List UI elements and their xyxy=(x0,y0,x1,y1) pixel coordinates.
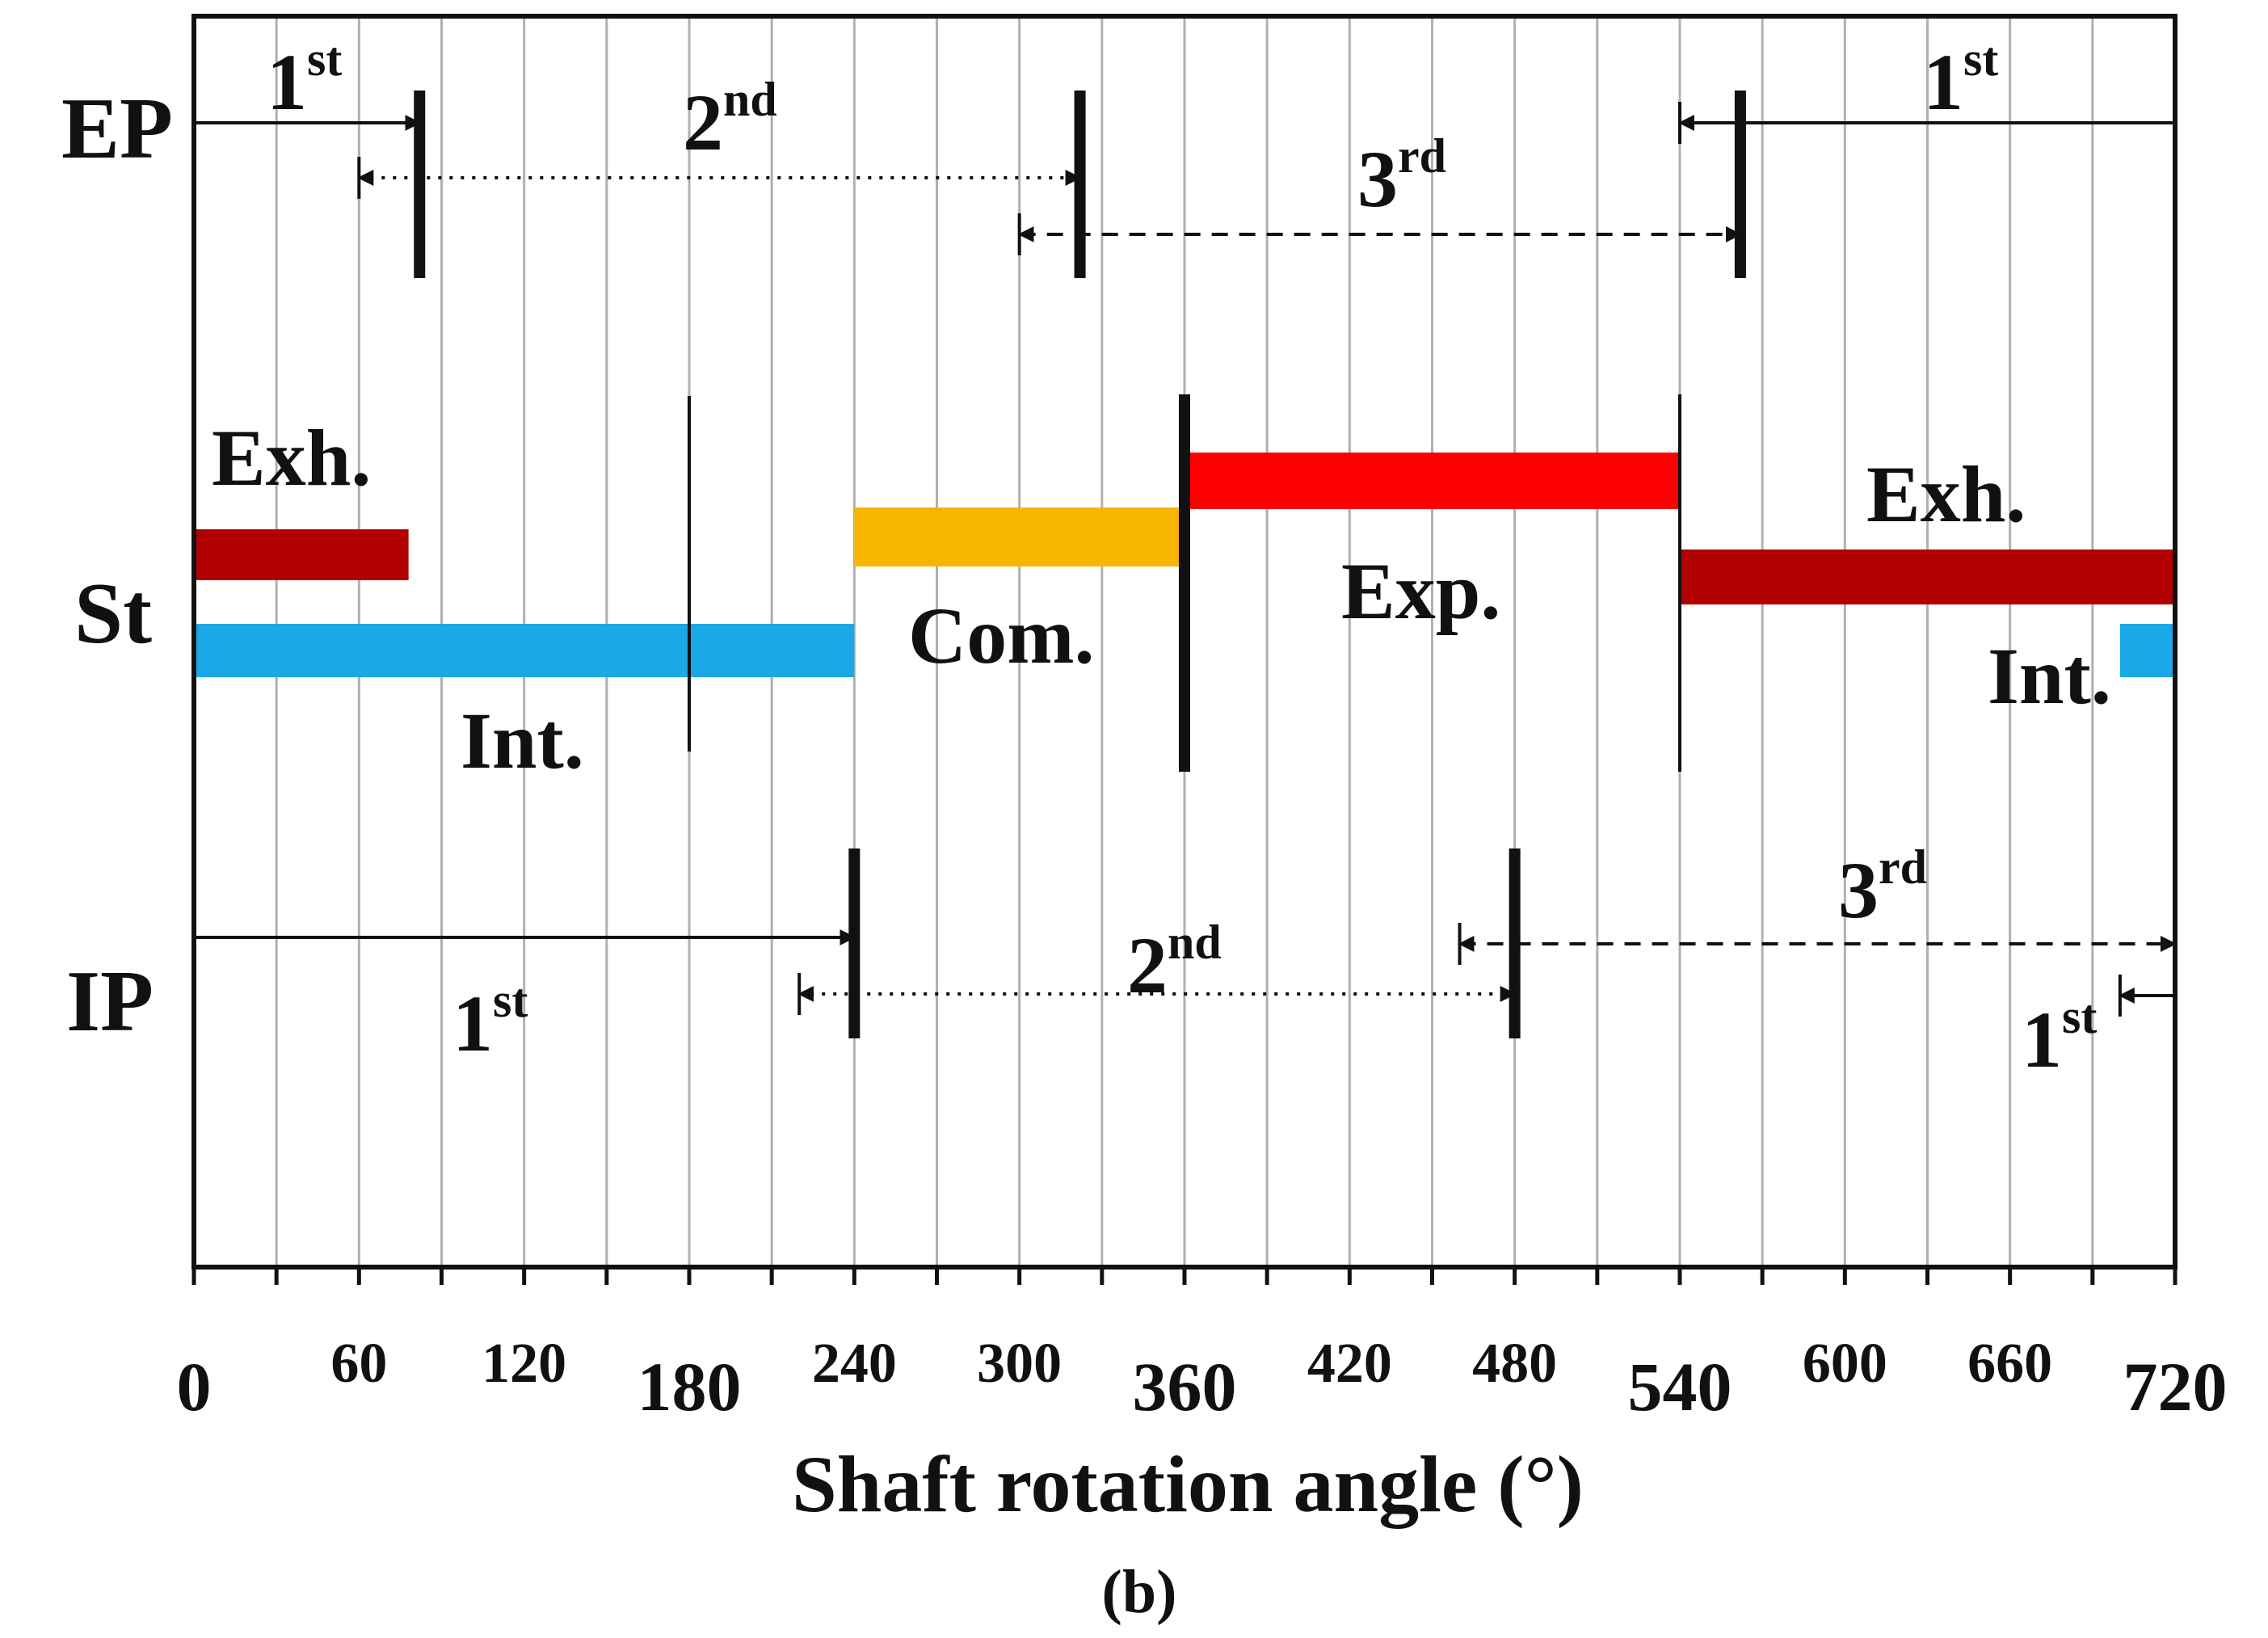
st-label-exp: Exp. xyxy=(1341,546,1500,636)
phase-bar xyxy=(1189,453,1680,509)
tick-label: 0 xyxy=(177,1348,212,1425)
ip-label-second: 2nd xyxy=(1127,916,1222,1010)
tick-label: 420 xyxy=(1307,1333,1392,1395)
ep-label-first-b: 1st xyxy=(1923,32,1998,127)
tick-label: 480 xyxy=(1472,1333,1557,1395)
tick-label: 720 xyxy=(2123,1348,2228,1425)
ep-label-third: 3rd xyxy=(1357,129,1446,224)
phase-bar xyxy=(194,529,409,580)
tick-label: 540 xyxy=(1628,1348,1732,1425)
row-label-ep: EP xyxy=(61,81,173,177)
st-label-exh-1: Exh. xyxy=(212,413,371,503)
st-label-int-1: Int. xyxy=(461,696,584,785)
tick-label: 660 xyxy=(1967,1333,2052,1395)
phase-bar xyxy=(194,624,855,677)
tick-label: 180 xyxy=(637,1348,742,1425)
x-axis-ticks: 0 60 120 180 240 300 360 420 480 540 600 660 720 xyxy=(177,1267,2228,1425)
st-label-com: Com. xyxy=(908,591,1095,680)
tick-label: 120 xyxy=(482,1333,566,1395)
tick-label: 600 xyxy=(1803,1333,1887,1395)
phase-bar xyxy=(2119,624,2175,677)
row-label-ip: IP xyxy=(66,954,154,1050)
phase-bar xyxy=(1680,550,2175,604)
tick-label: 360 xyxy=(1133,1348,1237,1425)
ep-label-second: 2nd xyxy=(683,73,777,167)
ip-label-first-b: 1st xyxy=(2022,990,2097,1084)
ip-label-first-a: 1st xyxy=(452,974,528,1068)
ep-label-first-a: 1st xyxy=(267,32,342,127)
phase-bar xyxy=(854,507,1180,566)
tick-label: 60 xyxy=(330,1333,387,1395)
x-axis-title: Shaft rotation angle (°) xyxy=(792,1439,1584,1529)
stroke-phase-bars xyxy=(194,453,2175,677)
ip-label-third: 3rd xyxy=(1838,840,1927,935)
tick-label: 240 xyxy=(812,1333,897,1395)
row-label-st: St xyxy=(74,566,152,662)
st-label-int-2: Int. xyxy=(1988,631,2111,721)
st-label-exh-2: Exh. xyxy=(1866,449,2026,539)
figure-label: (b) xyxy=(1102,1558,1177,1626)
interval-arrows xyxy=(194,102,2177,1017)
tick-label: 300 xyxy=(977,1333,1062,1395)
